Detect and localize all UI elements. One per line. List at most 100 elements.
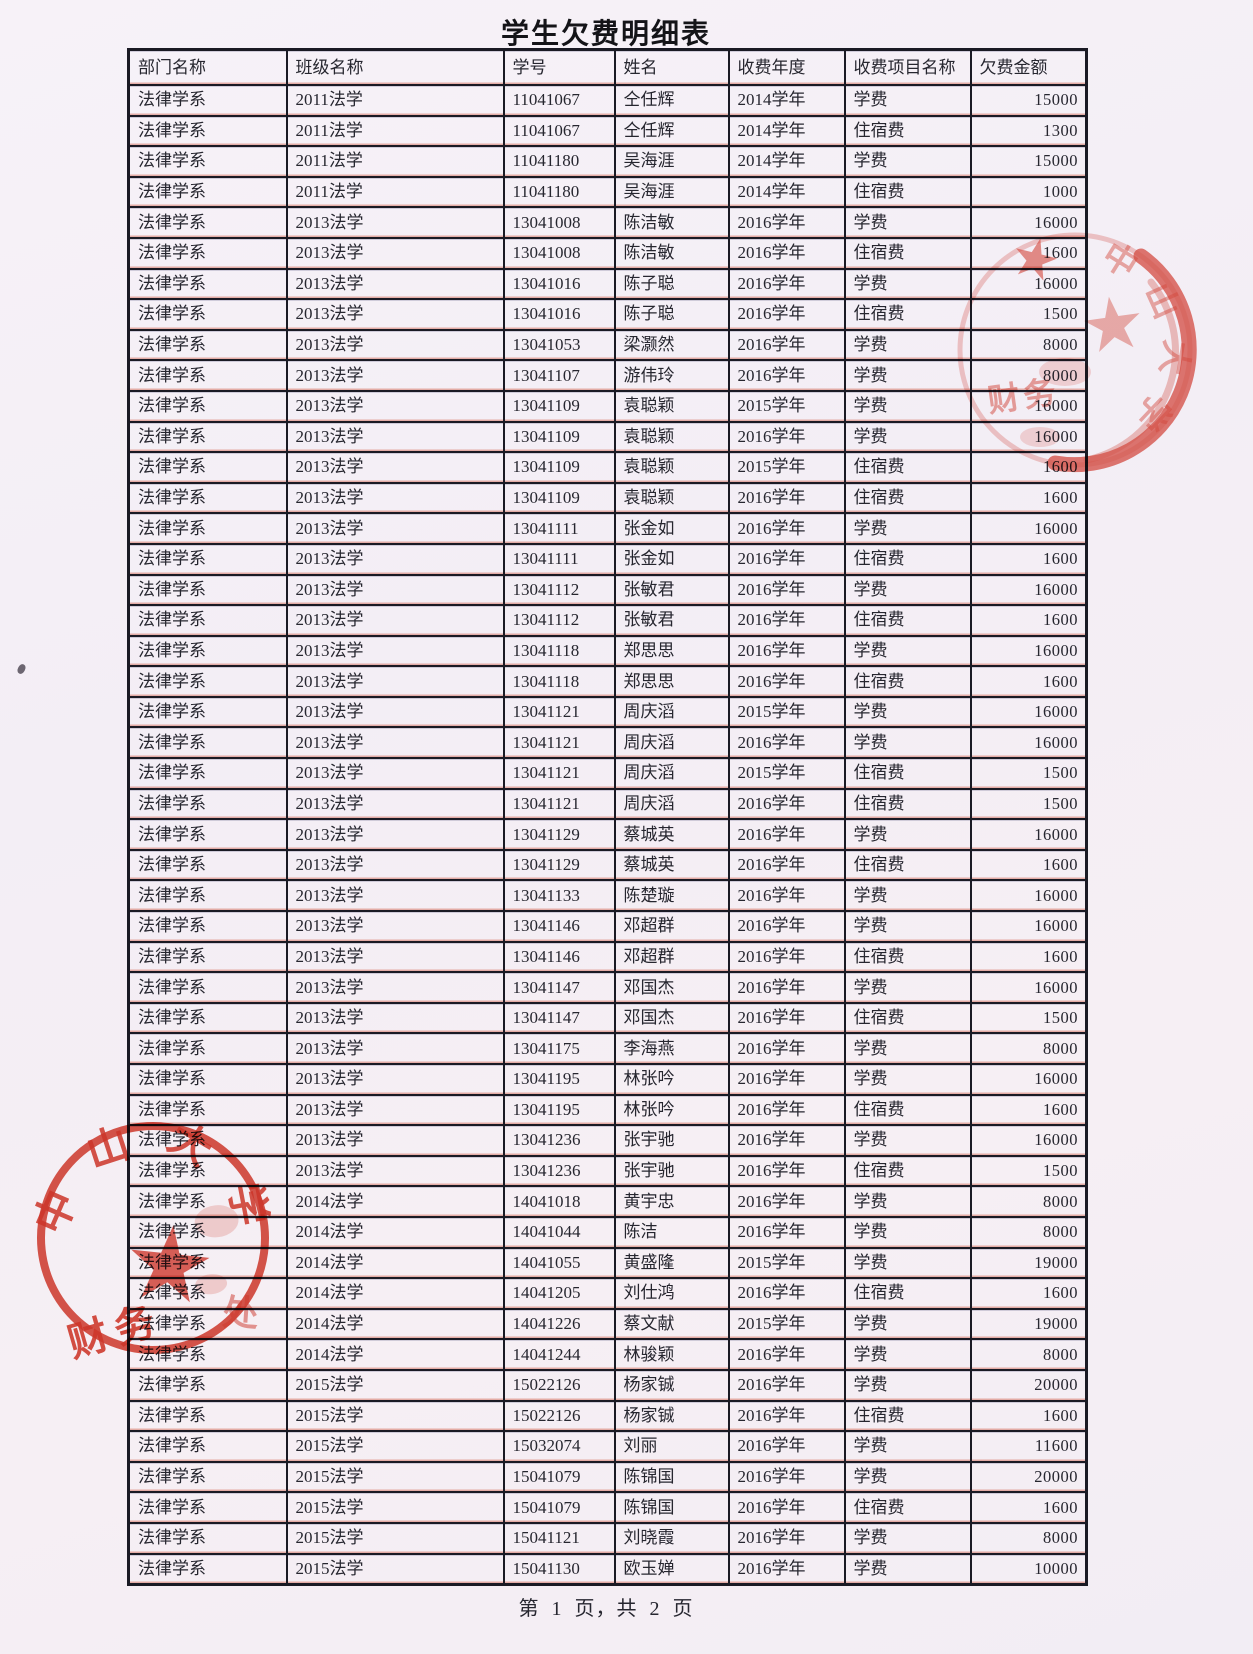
- table-cell: 14041226: [502, 1307, 616, 1341]
- table-cell: 2016学年: [727, 512, 846, 545]
- table-cell: 2015学年: [727, 757, 846, 790]
- table-cell: 2016学年: [727, 328, 846, 362]
- table-cell: 2014法学: [285, 1338, 505, 1371]
- table-cell: 1600: [969, 236, 1088, 270]
- table-row: 法律学系 2015法学 15041121 刘晓霞 2016学年 学费 8000: [127, 1521, 1088, 1555]
- table-cell: 周庆滔: [613, 695, 730, 729]
- table-cell: 陈洁: [613, 1215, 730, 1249]
- table-cell: 15041079: [502, 1460, 616, 1494]
- table-cell: 蔡文献: [613, 1307, 730, 1341]
- table-cell: 16000: [969, 634, 1088, 668]
- table-cell: 11041180: [502, 145, 616, 178]
- table-cell: 住宿费: [843, 1154, 972, 1188]
- table-cell: 8000: [969, 1338, 1088, 1371]
- table-cell: 2013法学: [285, 757, 505, 790]
- table-row: 法律学系 2011法学 11041067 仝任辉 2014学年 住宿费 1300: [127, 114, 1088, 148]
- table-cell: 法律学系: [127, 1338, 288, 1371]
- table-cell: 蔡城英: [613, 848, 730, 882]
- table-cell: 学费: [843, 512, 972, 545]
- table-cell: 2015学年: [727, 1307, 846, 1341]
- table-cell: 16000: [969, 1063, 1088, 1096]
- table-cell: 2013法学: [285, 298, 505, 331]
- table-cell: 2016学年: [727, 1491, 846, 1524]
- table-cell: 2016学年: [727, 1430, 846, 1463]
- table-cell: 2013法学: [285, 359, 505, 392]
- table-cell: 学费: [843, 879, 972, 913]
- table-cell: 张敏君: [613, 573, 730, 607]
- table-cell: 2014学年: [727, 175, 846, 209]
- table-cell: 1500: [969, 757, 1088, 790]
- table-cell: 8000: [969, 1032, 1088, 1065]
- table-cell: 袁聪颖: [613, 389, 730, 423]
- table-cell: 2016学年: [727, 1215, 846, 1249]
- table-cell: 2013法学: [285, 818, 505, 851]
- table-cell: 张宇驰: [613, 1124, 730, 1157]
- table-cell: 19000: [969, 1307, 1088, 1341]
- table-cell: 法律学系: [127, 389, 288, 423]
- table-cell: 2016学年: [727, 1185, 846, 1218]
- table-cell: 杨家铖: [613, 1399, 730, 1433]
- table-cell: 学费: [843, 1032, 972, 1065]
- table-cell: 2016学年: [727, 1399, 846, 1433]
- table-cell: 法律学系: [127, 1460, 288, 1494]
- table-cell: 2016学年: [727, 206, 846, 239]
- table-row: 法律学系 2013法学 13041147 邓国杰 2016学年 学费 16000: [127, 971, 1088, 1004]
- table-row: 法律学系 2013法学 13041121 周庆滔 2015学年 学费 16000: [127, 695, 1088, 729]
- table-cell: 2014学年: [727, 114, 846, 148]
- table-cell: 2015法学: [285, 1521, 505, 1555]
- table-cell: 学费: [843, 420, 972, 454]
- table-cell: 法律学系: [127, 1430, 288, 1463]
- table-cell: 法律学系: [127, 1063, 288, 1096]
- table-cell: 法律学系: [127, 665, 288, 698]
- table-cell: 法律学系: [127, 1246, 288, 1280]
- table-cell: 2013法学: [285, 573, 505, 607]
- table-cell: 13041195: [502, 1093, 616, 1127]
- table-cell: 13041118: [502, 634, 616, 668]
- table-cell: 法律学系: [127, 1277, 288, 1310]
- table-row: 法律学系 2011法学 11041067 仝任辉 2014学年 学费 15000: [127, 84, 1088, 117]
- table-cell: 8000: [969, 359, 1088, 392]
- table-cell: 2014法学: [285, 1215, 505, 1249]
- table-row: 法律学系 2013法学 13041112 张敏君 2016学年 学费 16000: [127, 573, 1088, 607]
- table-row: 法律学系 2013法学 13041121 周庆滔 2016学年 学费 16000: [127, 726, 1088, 760]
- table-cell: 2014法学: [285, 1246, 505, 1280]
- table-row: 法律学系 2013法学 13041112 张敏君 2016学年 住宿费 1600: [127, 604, 1088, 637]
- table-cell: 11041067: [502, 84, 616, 117]
- table-cell: 法律学系: [127, 1552, 288, 1586]
- table-cell: 15000: [969, 145, 1088, 178]
- table-cell: 2016学年: [727, 1338, 846, 1371]
- table-row: 法律学系 2015法学 15022126 杨家铖 2016学年 住宿费 1600: [127, 1399, 1088, 1433]
- table-cell: 法律学系: [127, 1185, 288, 1218]
- table-cell: 13041146: [502, 910, 616, 943]
- table-row: 法律学系 2013法学 13041107 游伟玲 2016学年 学费 8000: [127, 359, 1088, 392]
- table-row: 法律学系 2013法学 13041146 邓超群 2016学年 学费 16000: [127, 910, 1088, 943]
- table-cell: 郑思思: [613, 665, 730, 698]
- table-cell: 13041133: [502, 879, 616, 913]
- table-cell: 游伟玲: [613, 359, 730, 392]
- table-cell: 1600: [969, 481, 1088, 515]
- table-cell: 吴海涯: [613, 145, 730, 178]
- table-cell: 法律学系: [127, 1399, 288, 1433]
- table-cell: 13041121: [502, 695, 616, 729]
- table-cell: 2015学年: [727, 451, 846, 484]
- table-cell: 住宿费: [843, 757, 972, 790]
- table-cell: 学费: [843, 1185, 972, 1218]
- table-cell: 住宿费: [843, 1277, 972, 1310]
- table-cell: 刘晓霞: [613, 1521, 730, 1555]
- table-cell: 2016学年: [727, 1154, 846, 1188]
- table-cell: 1500: [969, 787, 1088, 821]
- table-cell: 住宿费: [843, 787, 972, 821]
- table-row: 法律学系 2013法学 13041109 袁聪颖 2015学年 住宿费 1600: [127, 451, 1088, 484]
- table-cell: 法律学系: [127, 236, 288, 270]
- table-cell: 杨家铖: [613, 1368, 730, 1402]
- table-cell: 黄宇忠: [613, 1185, 730, 1218]
- table-cell: 住宿费: [843, 1093, 972, 1127]
- table-cell: 学费: [843, 1246, 972, 1280]
- table-cell: 13041129: [502, 818, 616, 851]
- table-cell: 陈子聪: [613, 298, 730, 331]
- table-cell: 2013法学: [285, 512, 505, 545]
- column-header: 收费年度: [727, 48, 846, 86]
- table-cell: 法律学系: [127, 818, 288, 851]
- table-row: 法律学系 2013法学 13041236 张宇驰 2016学年 学费 16000: [127, 1124, 1088, 1157]
- table-cell: 19000: [969, 1246, 1088, 1280]
